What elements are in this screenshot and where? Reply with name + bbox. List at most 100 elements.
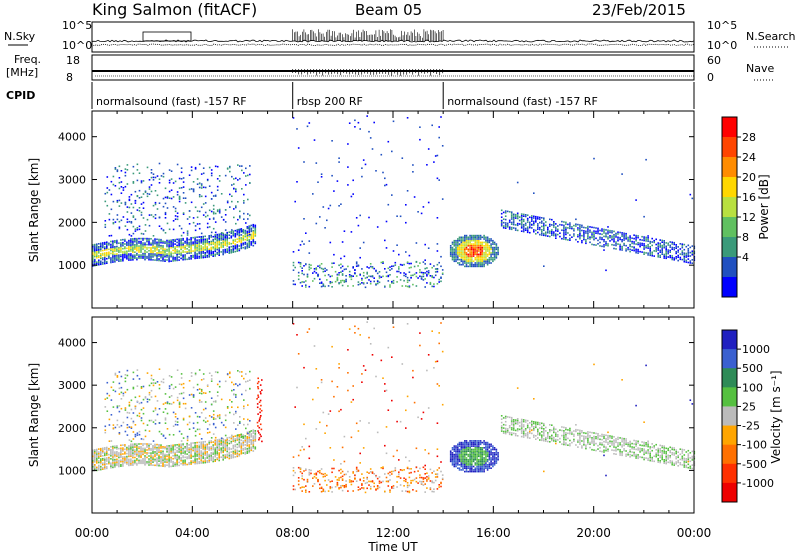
- velocity-cell: [158, 387, 161, 390]
- power-cell: [681, 252, 684, 254]
- power-cell: [297, 261, 300, 264]
- power-cell: [96, 252, 98, 254]
- power-cell: [497, 253, 499, 256]
- power-cell: [236, 238, 239, 240]
- power-cell: [457, 262, 459, 264]
- velocity-cell: [238, 441, 241, 444]
- velocity-cell: [184, 407, 187, 410]
- velocity-cell: [128, 448, 130, 450]
- power-cell: [575, 238, 577, 241]
- power-cell: [373, 277, 375, 279]
- power-cell: [180, 234, 183, 237]
- power-cell: [96, 246, 98, 248]
- power-cell: [226, 237, 228, 240]
- power-cell: [242, 236, 245, 239]
- power-cell: [464, 245, 466, 247]
- power-cell: [467, 258, 470, 261]
- power-cell: [216, 236, 218, 239]
- power-cell: [114, 255, 116, 257]
- power-cell: [625, 248, 627, 250]
- velocity-cell: [132, 462, 134, 465]
- velocity-cell: [116, 460, 118, 462]
- power-cell: [354, 272, 356, 274]
- velocity-cell: [292, 485, 295, 487]
- velocity-cell: [162, 411, 165, 413]
- power-cell: [417, 265, 419, 267]
- velocity-cell: [241, 393, 243, 396]
- power-cell: [486, 236, 489, 239]
- power-cell: [569, 239, 571, 241]
- power-cell: [206, 254, 208, 257]
- power-cell: [182, 212, 185, 214]
- power-cell: [162, 257, 164, 259]
- velocity-cell: [226, 449, 228, 451]
- power-cell: [512, 216, 515, 219]
- velocity-cell: [174, 462, 176, 464]
- velocity-cell: [118, 453, 120, 456]
- power-cell: [243, 200, 245, 202]
- power-cell: [458, 239, 461, 242]
- velocity-cell: [126, 426, 129, 429]
- power-cell: [126, 183, 129, 185]
- power-cell: [529, 221, 531, 224]
- power-cell: [474, 250, 477, 252]
- velocity-cell: [110, 453, 112, 456]
- power-cell: [659, 256, 661, 258]
- power-cell: [212, 250, 214, 253]
- power-cell: [492, 253, 494, 256]
- velocity-cell: [297, 454, 300, 457]
- power-cell: [685, 256, 688, 258]
- power-cell: [419, 271, 421, 274]
- velocity-cell: [226, 438, 228, 441]
- power-cell: [124, 238, 126, 241]
- velocity-cell: [226, 440, 228, 442]
- velocity-cell: [98, 464, 100, 467]
- power-cell: [118, 165, 121, 168]
- power-cell: [247, 213, 249, 215]
- power-cell: [254, 224, 257, 227]
- velocity-cell: [148, 464, 150, 466]
- power-cell: [671, 248, 673, 250]
- power-cell: [553, 226, 555, 228]
- power-cell: [467, 260, 470, 263]
- velocity-cell: [176, 454, 178, 456]
- power-cell: [154, 248, 156, 251]
- power-cell: [357, 224, 360, 227]
- velocity-cell: [196, 383, 199, 386]
- power-cell: [220, 246, 222, 249]
- power-cell: [142, 237, 144, 240]
- power-cell: [479, 265, 482, 268]
- power-cell: [563, 226, 565, 228]
- velocity-cell: [92, 449, 94, 452]
- velocity-cell: [229, 411, 231, 414]
- power-cell: [474, 248, 477, 251]
- velocity-cell: [136, 443, 138, 445]
- velocity-cell: [258, 420, 260, 422]
- velocity-cell: [104, 460, 106, 463]
- power-cell: [601, 228, 603, 230]
- velocity-cell: [320, 486, 323, 489]
- power-cell: [462, 251, 464, 254]
- velocity-cell: [216, 440, 218, 443]
- power-cell: [212, 212, 215, 215]
- power-cell: [471, 239, 473, 242]
- power-cell: [292, 261, 295, 264]
- power-cell: [118, 226, 121, 229]
- power-cell: [250, 244, 253, 246]
- power-cell: [110, 257, 112, 259]
- power-cell: [502, 211, 505, 214]
- velocity-cell: [200, 460, 202, 463]
- power-cell: [156, 244, 158, 247]
- velocity-cell: [180, 449, 182, 451]
- power-cell: [362, 271, 365, 274]
- power-cell: [182, 197, 185, 199]
- power-cell: [643, 246, 645, 249]
- power-cell: [607, 226, 609, 228]
- power-cell: [233, 208, 235, 210]
- power-cell: [687, 244, 690, 247]
- velocity-cell: [232, 453, 235, 456]
- velocity-cell: [148, 391, 151, 394]
- power-cell: [174, 218, 177, 220]
- velocity-cell: [256, 406, 259, 409]
